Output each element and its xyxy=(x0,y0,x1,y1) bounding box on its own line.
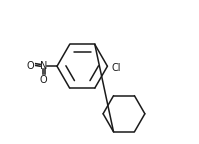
Text: N: N xyxy=(40,61,47,71)
Text: Cl: Cl xyxy=(111,63,121,73)
Text: O: O xyxy=(40,75,47,85)
Text: O: O xyxy=(26,60,34,71)
